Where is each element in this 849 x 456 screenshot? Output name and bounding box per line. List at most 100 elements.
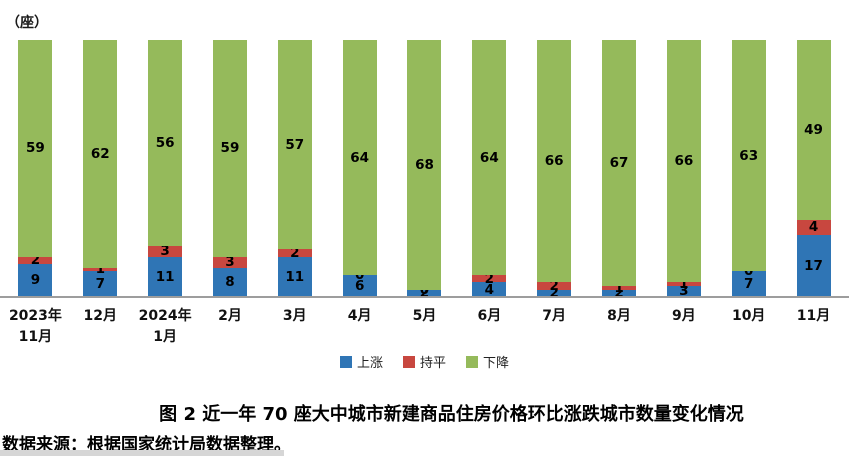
x-axis-label-line: 1月 bbox=[153, 329, 177, 345]
data-label-上涨: 2 bbox=[419, 285, 430, 302]
bar-segment-下降 bbox=[212, 40, 247, 257]
x-axis-label: 8月 bbox=[587, 306, 652, 348]
data-label-上涨: 2 bbox=[614, 285, 624, 302]
data-label-下降: 49 bbox=[804, 121, 823, 138]
data-label-上涨: 6 bbox=[354, 278, 365, 294]
bar-column: 6 0 64 bbox=[327, 40, 392, 297]
data-label-持平: 0 bbox=[419, 281, 430, 298]
x-axis-label: 9月 bbox=[651, 306, 716, 348]
chart-title: 图 2 近一年 70 座大中城市新建商品住房价格环比涨跌城市数量变化情况 bbox=[159, 404, 744, 425]
bar-segment-上涨 bbox=[796, 234, 831, 297]
bar-segment-持平 bbox=[148, 245, 183, 257]
x-axis-label: 2023年 11月 bbox=[3, 306, 68, 348]
stacked-bar: 17 4 49 bbox=[796, 40, 831, 297]
legend-label-fall: 下降 bbox=[483, 356, 510, 371]
bar-column: 9 2 59 bbox=[3, 40, 68, 297]
data-label-持平: 3 bbox=[160, 243, 170, 260]
x-axis-label-line: 4月 bbox=[347, 308, 372, 324]
bar-column: 2 0 68 bbox=[392, 40, 457, 302]
bar-segment-下降 bbox=[148, 40, 183, 246]
data-label-下降: 59 bbox=[220, 140, 240, 157]
bar-segment-上涨 bbox=[342, 274, 377, 297]
fall-swatch-icon bbox=[466, 355, 478, 368]
bar-column: 8 3 59 bbox=[198, 40, 263, 297]
bar-column: 7 1 62 bbox=[68, 40, 133, 297]
bar-segment-持平 bbox=[796, 219, 831, 235]
data-label-下降: 64 bbox=[479, 149, 499, 166]
cropped-content-strip bbox=[0, 450, 284, 456]
data-label-上涨: 8 bbox=[225, 274, 235, 291]
legend-item-flat: 持平 bbox=[402, 352, 446, 371]
stacked-bar: 7 0 63 bbox=[731, 40, 766, 297]
x-axis-label: 2024年 1月 bbox=[133, 306, 198, 348]
bar-segment-持平 bbox=[83, 267, 118, 272]
bar-segment-上涨 bbox=[83, 271, 118, 297]
stacked-bar: 11 3 56 bbox=[148, 40, 183, 297]
legend-label-flat: 持平 bbox=[419, 356, 446, 371]
data-label-上涨: 11 bbox=[285, 268, 305, 285]
x-axis-line bbox=[0, 296, 849, 298]
y-axis-unit-label: （座） bbox=[6, 15, 48, 31]
stacked-bar: 2 2 66 bbox=[537, 40, 572, 302]
bar-column: 7 0 63 bbox=[716, 40, 781, 297]
bar-segment-下降 bbox=[342, 40, 377, 275]
data-label-持平: 2 bbox=[549, 278, 559, 294]
data-label-持平: 0 bbox=[354, 266, 365, 283]
bar-segment-下降 bbox=[83, 40, 118, 268]
data-label-下降: 63 bbox=[739, 147, 759, 164]
legend-item-rise: 上涨 bbox=[339, 352, 383, 371]
flat-swatch-icon bbox=[402, 355, 415, 368]
data-label-持平: 1 bbox=[614, 279, 624, 296]
x-axis-label: 6月 bbox=[457, 306, 522, 348]
data-label-下降: 59 bbox=[26, 140, 45, 157]
data-label-下降: 57 bbox=[285, 136, 305, 153]
data-label-下降: 68 bbox=[415, 156, 434, 173]
x-axis-label: 2月 bbox=[198, 306, 263, 348]
bar-segment-上涨 bbox=[18, 263, 53, 297]
rise-swatch-icon bbox=[339, 355, 352, 368]
data-label-持平: 4 bbox=[808, 219, 819, 236]
stacked-bar: 11 2 57 bbox=[277, 40, 312, 297]
data-label-持平: 1 bbox=[95, 261, 105, 278]
legend-item-fall: 下降 bbox=[466, 352, 509, 371]
x-axis-label: 7月 bbox=[522, 306, 587, 348]
x-axis-label-line: 5月 bbox=[412, 308, 437, 324]
stacked-bar: 9 2 59 bbox=[18, 40, 53, 297]
stacked-bar: 3 1 66 bbox=[666, 40, 701, 298]
data-label-上涨: 9 bbox=[30, 272, 41, 289]
x-axis-label-line: 2024年 bbox=[138, 308, 192, 324]
bar-segment-持平 bbox=[277, 249, 312, 257]
bar-column: 2 1 67 bbox=[587, 40, 652, 302]
data-label-上涨: 7 bbox=[95, 276, 105, 293]
plot-area: 9 2 59 7 1 62 11 3 56 8 3 59 11 2 57 6 0 64 2 0 68 4 2 64 2 2 66 2 1… bbox=[3, 40, 846, 302]
bar-segment-持平 bbox=[666, 282, 701, 286]
x-axis-label: 12月 bbox=[68, 306, 133, 348]
x-axis-label-line: 7月 bbox=[542, 308, 567, 324]
stacked-bar: 4 2 64 bbox=[472, 40, 507, 298]
x-axis-label: 5月 bbox=[392, 306, 457, 348]
data-label-上涨: 4 bbox=[484, 281, 495, 298]
x-axis-label: 3月 bbox=[262, 306, 327, 348]
x-axis-label-line: 11月 bbox=[18, 329, 53, 345]
data-label-上涨: 2 bbox=[549, 285, 559, 302]
data-label-持平: 2 bbox=[290, 244, 300, 261]
data-label-持平: 2 bbox=[30, 252, 41, 269]
bar-segment-下降 bbox=[666, 40, 701, 283]
x-axis-label-line: 2月 bbox=[218, 308, 242, 324]
bar-segment-上涨 bbox=[472, 282, 507, 297]
x-axis-label-line: 8月 bbox=[607, 308, 631, 324]
bar-segment-上涨 bbox=[277, 256, 312, 297]
data-label-下降: 64 bbox=[350, 149, 370, 166]
bar-segment-上涨 bbox=[537, 289, 572, 297]
data-label-上涨: 7 bbox=[744, 276, 754, 293]
stacked-bar: 2 0 68 bbox=[407, 40, 442, 302]
stacked-bar: 6 0 64 bbox=[342, 40, 377, 297]
x-axis-label-line: 11月 bbox=[796, 308, 831, 324]
data-label-持平: 1 bbox=[679, 276, 689, 293]
bar-segment-持平 bbox=[212, 256, 247, 268]
x-axis-label: 4月 bbox=[327, 306, 392, 348]
bar-segment-上涨 bbox=[666, 286, 701, 297]
x-axis-label-line: 2023年 bbox=[8, 308, 62, 324]
data-label-持平: 3 bbox=[225, 254, 235, 271]
